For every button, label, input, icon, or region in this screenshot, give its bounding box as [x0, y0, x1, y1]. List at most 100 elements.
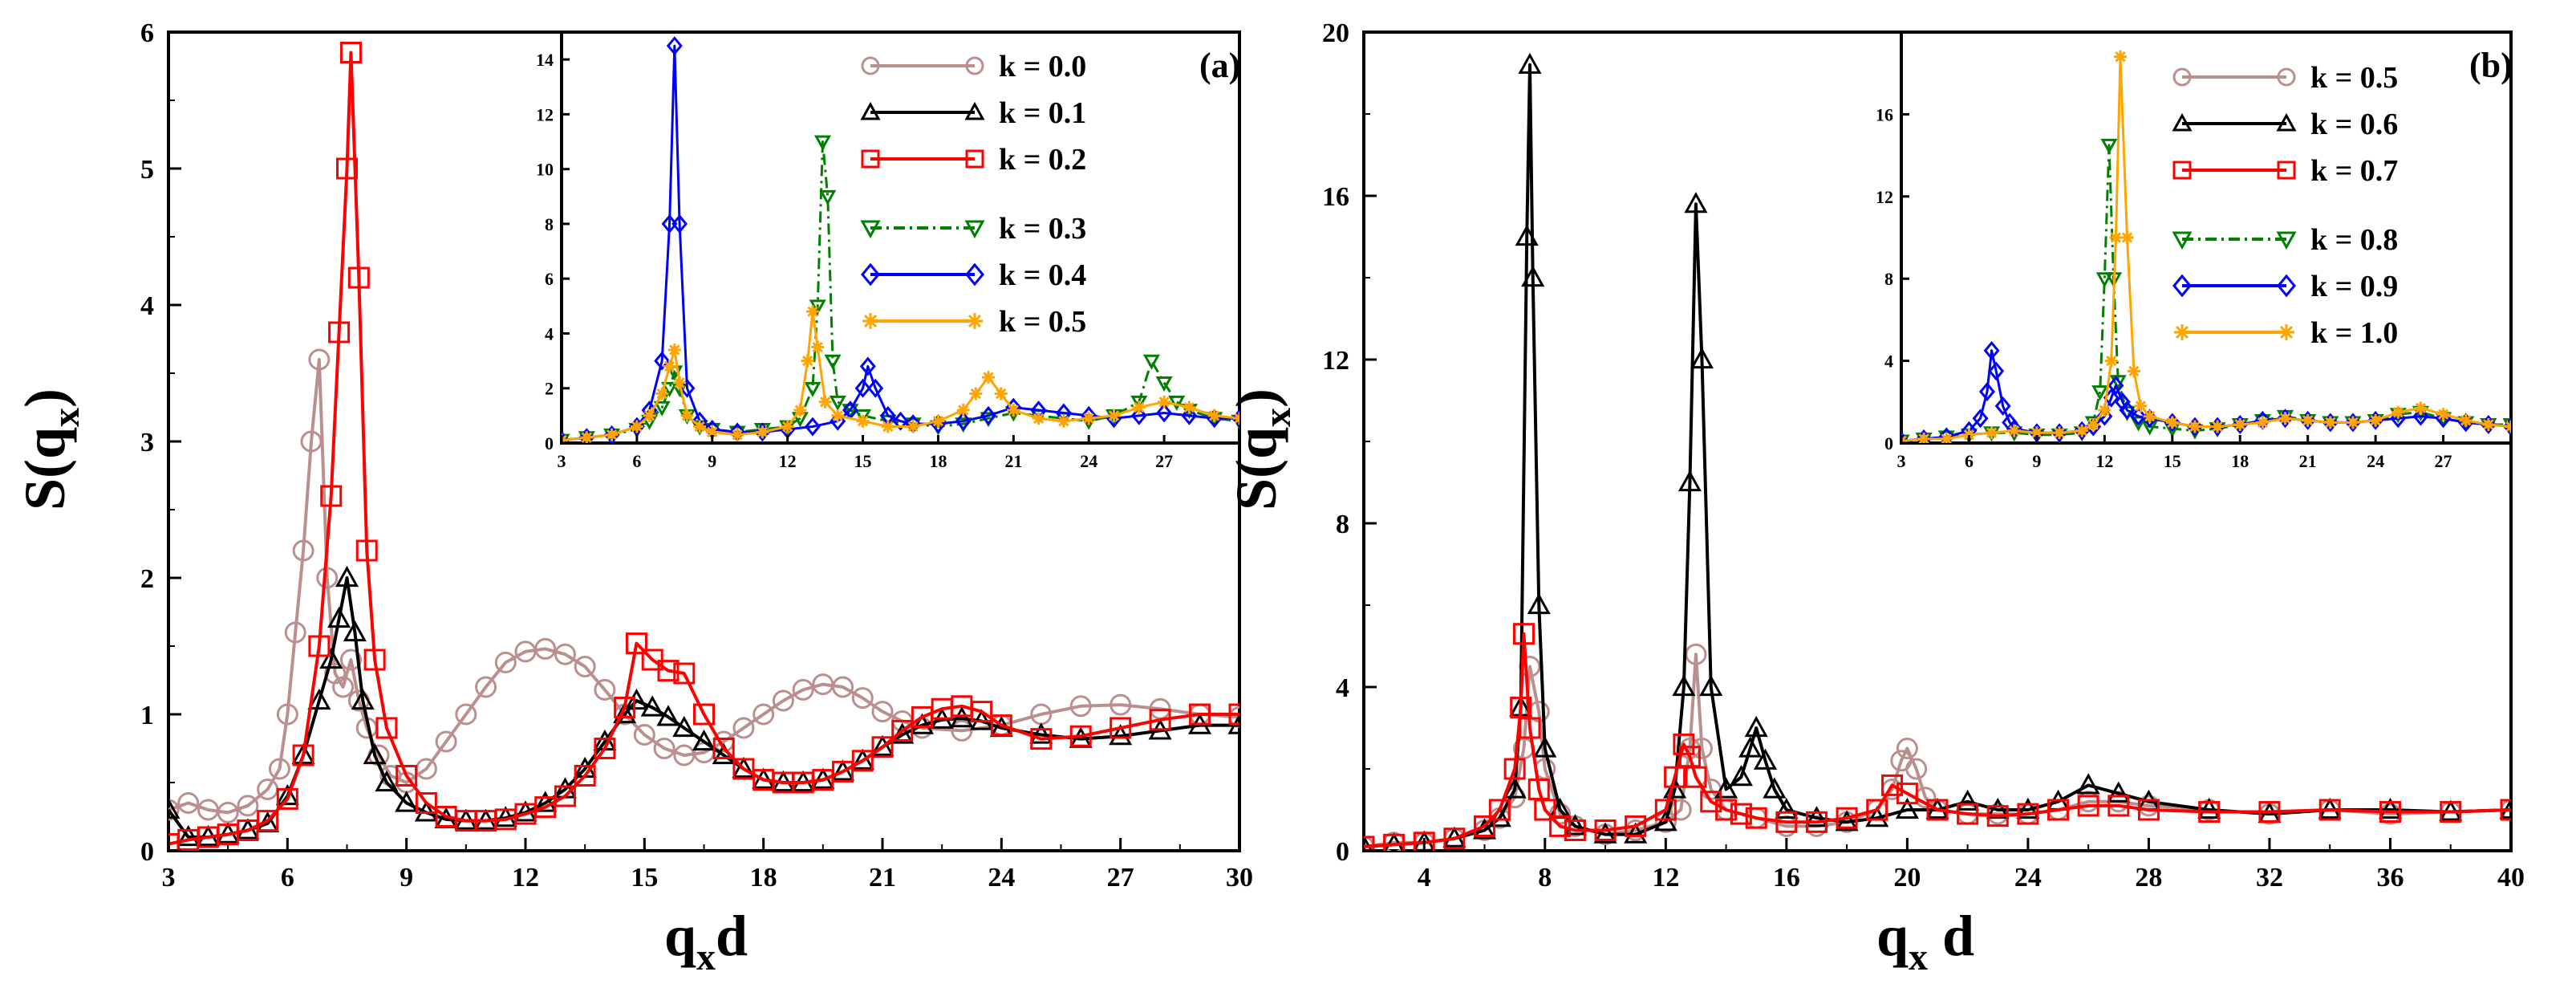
data-point-inset-10-stroke — [2212, 421, 2223, 433]
data-point-inset-05-stroke — [1234, 413, 1239, 421]
data-point-00 — [594, 678, 616, 701]
series-line-02 — [168, 51, 1239, 846]
data-point-inset-09 — [1916, 429, 1933, 443]
data-point-00 — [753, 703, 775, 726]
data-point-inset-10-stroke — [2392, 406, 2404, 418]
data-point-inset-05-stroke — [606, 429, 618, 441]
main-axes-xtick-label: 3 — [162, 863, 176, 893]
data-point-07 — [2440, 801, 2462, 823]
inset-axes-xtick-label: 27 — [2435, 451, 2452, 471]
data-point-01 — [327, 606, 351, 628]
main-axes-xtick-label: 12 — [512, 863, 539, 893]
legend-marker — [965, 56, 984, 75]
data-point-inset-05-stroke — [958, 405, 969, 416]
data-point-07 — [1866, 799, 1888, 821]
main-axes-xtick-label: 18 — [750, 863, 777, 893]
main-axes-xtick-label: 15 — [631, 863, 658, 893]
data-point-07 — [1957, 803, 1979, 825]
data-point-inset-05-stroke — [802, 355, 813, 367]
data-point-inset-10 — [2301, 413, 2314, 427]
legend-marker — [2172, 231, 2193, 250]
data-point-inset-05 — [793, 404, 807, 417]
data-point-00 — [475, 676, 497, 698]
inset-axes-ytick-label: 4 — [545, 323, 554, 344]
inset-axes-ytick-label: 12 — [536, 104, 554, 124]
data-point-02 — [355, 539, 378, 562]
data-point-inset-05 — [994, 387, 1008, 401]
data-point-inset-05 — [1183, 401, 1196, 414]
data-point-inset-05 — [1082, 412, 1096, 425]
data-point-inset-10-stroke — [2460, 415, 2472, 426]
data-point-07 — [1503, 758, 1526, 780]
inset-axes-xtick-label: 3 — [1897, 451, 1906, 471]
data-point-inset-09 — [1901, 431, 1909, 443]
inset-axes-ytick-label: 8 — [545, 214, 554, 234]
data-point-inset-05 — [907, 420, 920, 433]
inset-axes-xtick-label: 3 — [558, 451, 566, 471]
legend-marker — [2277, 274, 2296, 298]
data-point-inset-10 — [2075, 424, 2089, 437]
data-point-inset-05-stroke — [674, 377, 685, 388]
data-point-inset-05 — [562, 433, 568, 443]
data-point-00 — [554, 643, 576, 665]
data-point-06 — [2107, 781, 2131, 803]
data-point-02 — [396, 765, 418, 787]
legend-label: k = 0.4 — [999, 258, 1086, 292]
data-point-inset-03 — [1168, 395, 1186, 411]
data-point-inset-09 — [2107, 376, 2124, 396]
data-point-07 — [2258, 801, 2281, 823]
y-axis-label-sub: x — [45, 408, 87, 427]
data-point-inset-10-stroke — [2128, 365, 2140, 377]
data-point-inset-05 — [956, 404, 970, 417]
data-point-inset-09 — [2051, 423, 2067, 443]
data-point-inset-05 — [881, 420, 895, 433]
main-axes-xtick-label: 27 — [1107, 863, 1134, 893]
data-point-06 — [2016, 797, 2040, 819]
data-point-00 — [633, 724, 655, 746]
inset-axes-ytick-label: 4 — [1884, 352, 1893, 372]
legend-marker — [2172, 112, 2193, 132]
main-axes-xtick-label: 32 — [2256, 863, 2283, 893]
data-point-inset-10 — [2053, 426, 2067, 440]
data-point-07 — [1364, 836, 1375, 851]
data-point-inset-10-stroke — [2505, 425, 2511, 433]
data-point-07 — [2379, 801, 2401, 823]
legend-marker — [2172, 274, 2192, 298]
main-axes-xtick-label: 28 — [2135, 863, 2162, 893]
data-point-inset-10-stroke — [2234, 419, 2245, 430]
data-point-00 — [653, 738, 675, 759]
data-point-06 — [1865, 806, 1889, 827]
panel-label: (b) — [2469, 46, 2513, 85]
data-point-inset-10-stroke — [2121, 232, 2133, 243]
data-point-02 — [891, 719, 914, 742]
data-point-inset-05-stroke — [782, 421, 793, 433]
data-point-inset-05-stroke — [732, 429, 743, 441]
data-point-06 — [1653, 810, 1677, 832]
data-point-01 — [870, 734, 895, 756]
data-point-inset-10-stroke — [2437, 409, 2449, 420]
inset-axes-xtick-label: 24 — [1080, 451, 1097, 471]
data-point-inset-10 — [2323, 416, 2337, 429]
data-point-inset-05-stroke — [1183, 401, 1195, 413]
data-point-07 — [1413, 832, 1435, 851]
legend-label: k = 0.8 — [2310, 223, 2398, 257]
data-point-05 — [1905, 758, 1928, 780]
legend-marker — [2172, 161, 2192, 180]
data-point-02 — [328, 321, 351, 344]
data-point-inset-05-stroke — [983, 372, 994, 383]
data-point-06 — [1753, 748, 1778, 770]
data-point-inset-10-stroke — [2099, 405, 2110, 416]
inset-axes-xtick-label: 27 — [1155, 451, 1173, 471]
data-point-inset-05 — [856, 414, 870, 428]
data-point-inset-09 — [2503, 417, 2511, 437]
data-point-01 — [275, 783, 299, 806]
main-axes-xtick-label: 40 — [2497, 863, 2525, 893]
data-point-06 — [1835, 810, 1859, 832]
series-inset-05 — [562, 305, 1239, 443]
data-point-inset-03 — [824, 354, 842, 370]
data-point-inset-10 — [1985, 426, 1998, 440]
data-point-inset-09 — [1979, 382, 1995, 401]
data-point-inset-04 — [892, 411, 909, 431]
